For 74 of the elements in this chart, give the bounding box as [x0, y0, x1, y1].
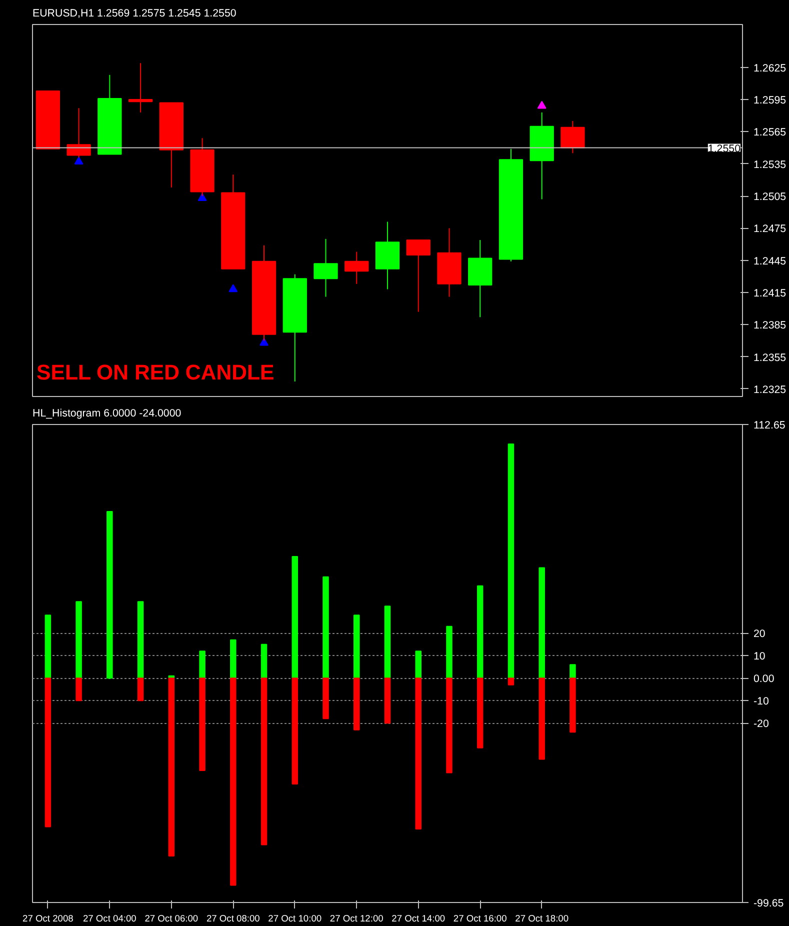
annotation: SELL ON RED CANDLE	[36, 360, 274, 384]
candlestick	[128, 62, 153, 113]
chart-title: EURUSD,H1 1.2569 1.2575 1.2545 1.2550	[32, 8, 236, 20]
x-tick-label: 27 Oct 10:00	[268, 914, 322, 924]
y-tick-label: 20	[754, 628, 766, 640]
bar	[538, 678, 545, 760]
y-tick-label: -99.65	[754, 898, 784, 910]
ref-line-label: 1.2550	[708, 142, 741, 155]
bar	[76, 678, 82, 702]
bar	[384, 606, 391, 679]
y-tick-label: 112.65	[754, 420, 786, 432]
bar	[415, 650, 422, 679]
y-tick-label: 1.2535	[754, 158, 786, 171]
chart-title: HL_Histogram 6.0000 -24.0000	[32, 408, 182, 420]
y-tick-label: 1.2595	[754, 94, 786, 107]
bar	[354, 678, 360, 730]
bar	[137, 601, 144, 679]
x-tick-label: 27 Oct 04:00	[82, 914, 136, 924]
bar	[570, 664, 576, 679]
x-tick-label: 27 Oct 12:00	[330, 914, 384, 924]
x-tick-label: 27 Oct 08:00	[206, 914, 260, 924]
x-tick-label: 27 Oct 06:00	[144, 914, 198, 924]
bar	[44, 678, 52, 828]
bar	[44, 614, 52, 679]
candlestick	[560, 120, 585, 154]
bar	[322, 678, 329, 720]
y-tick-label: 0.00	[754, 673, 774, 686]
bar	[292, 678, 298, 784]
y-tick-label: 1.2325	[754, 384, 786, 396]
candlestick	[406, 239, 430, 312]
y-tick-label: 1.2625	[754, 62, 786, 74]
y-tick-label: -20	[754, 718, 769, 730]
point	[74, 156, 84, 165]
bar	[199, 678, 206, 771]
bar	[76, 601, 82, 679]
y-tick-label: 1.2415	[754, 288, 786, 300]
y-tick-label: 1.2505	[754, 191, 786, 204]
bar	[199, 650, 206, 679]
y-tick-label: 1.2565	[754, 126, 786, 139]
bar	[292, 556, 298, 679]
y-tick-label: 1.2355	[754, 352, 786, 364]
bar	[168, 678, 175, 857]
x-tick-label: 27 Oct 16:00	[453, 914, 507, 924]
bar	[260, 644, 268, 679]
bar	[260, 678, 268, 846]
bar	[230, 678, 236, 886]
candlestick	[314, 238, 338, 298]
bar	[384, 678, 391, 724]
bar	[106, 511, 113, 679]
y-tick-label: 1.2475	[754, 223, 786, 236]
x-tick-label: 27 Oct 18:00	[515, 914, 569, 924]
bar	[137, 678, 144, 702]
bar	[508, 443, 514, 679]
x-tick-label: 27 Oct 14:00	[392, 914, 446, 924]
bar	[322, 576, 329, 679]
point	[537, 100, 546, 109]
candlestick	[344, 251, 369, 284]
bar	[476, 585, 484, 679]
y-tick-label: -10	[754, 696, 769, 708]
bar	[508, 678, 514, 686]
bar	[538, 567, 545, 679]
bar	[446, 626, 452, 679]
x-tick-label: 27 Oct 2008	[22, 914, 74, 924]
y-tick-label: 1.2445	[754, 255, 786, 268]
bar	[415, 678, 422, 830]
bar	[230, 639, 236, 679]
y-tick-label: 1.2385	[754, 320, 786, 332]
bar	[570, 678, 576, 733]
bar	[446, 678, 452, 774]
bar	[476, 678, 484, 748]
bar	[354, 614, 360, 679]
point	[228, 284, 238, 292]
point	[198, 193, 207, 201]
y-tick-label: 10	[754, 650, 766, 663]
